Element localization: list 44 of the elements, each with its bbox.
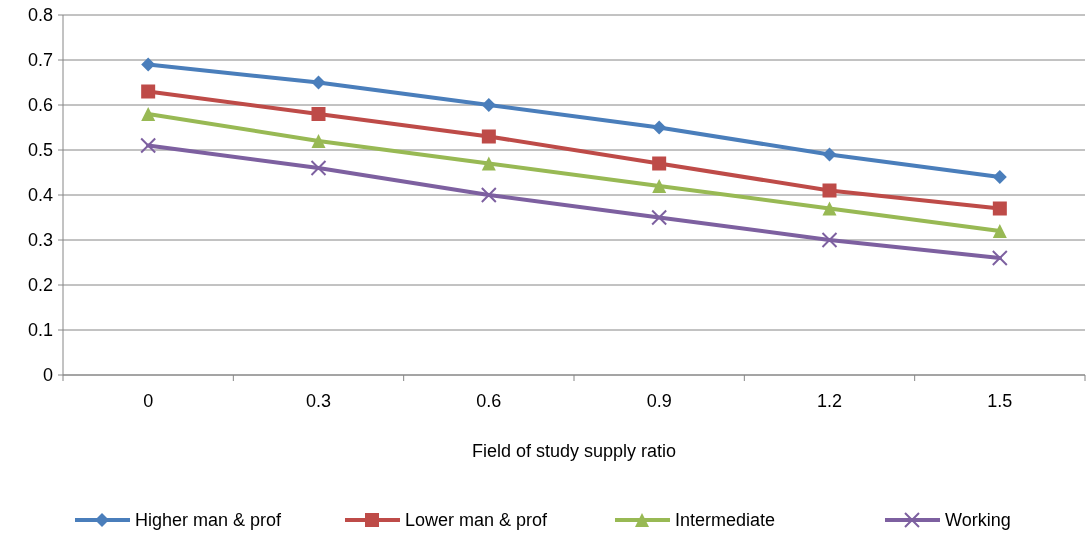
point — [481, 156, 496, 171]
y-tick-label: 0 — [42, 365, 53, 386]
y-tick-label: 0.2 — [27, 275, 53, 296]
point — [992, 170, 1007, 184]
legend-label: Working — [945, 510, 1011, 531]
y-tick-label: 0.7 — [27, 50, 53, 71]
x-tick-label: 1.2 — [816, 391, 843, 411]
point — [822, 201, 837, 216]
point — [141, 84, 156, 99]
point — [311, 107, 326, 121]
x-tick-label: 0.9 — [646, 391, 672, 411]
legend-label: Higher man & prof — [135, 510, 283, 531]
point — [480, 187, 497, 203]
x-tick-label: 0.3 — [305, 391, 332, 411]
point — [311, 75, 326, 90]
x-axis-title: Field of study supply ratio — [471, 441, 677, 461]
point — [992, 224, 1007, 238]
point — [652, 156, 667, 171]
point — [481, 98, 496, 112]
point — [310, 160, 327, 176]
point — [652, 179, 667, 193]
point — [141, 57, 156, 72]
x-tick-label: 0.6 — [476, 391, 502, 411]
y-tick-label: 0.6 — [27, 95, 53, 116]
legend-label: Intermediate — [675, 510, 776, 531]
legend-label: Lower man & prof — [405, 510, 549, 531]
x-tick-label: 1.5 — [987, 391, 1013, 411]
y-tick-label: 0.4 — [27, 185, 53, 206]
point — [141, 107, 156, 121]
point — [822, 147, 837, 162]
point — [140, 137, 157, 154]
y-tick-label: 0.3 — [27, 230, 53, 251]
y-tick-label: 0.1 — [27, 320, 53, 341]
x-tick-label: 0 — [143, 391, 154, 411]
y-tick-label: 0.5 — [27, 140, 53, 161]
y-tick-label: 0.8 — [27, 5, 53, 26]
point — [821, 232, 838, 248]
point — [992, 201, 1007, 216]
point — [481, 129, 496, 144]
point — [822, 183, 837, 198]
point — [652, 120, 667, 135]
point — [311, 134, 326, 148]
point — [991, 250, 1008, 266]
point — [651, 209, 668, 226]
